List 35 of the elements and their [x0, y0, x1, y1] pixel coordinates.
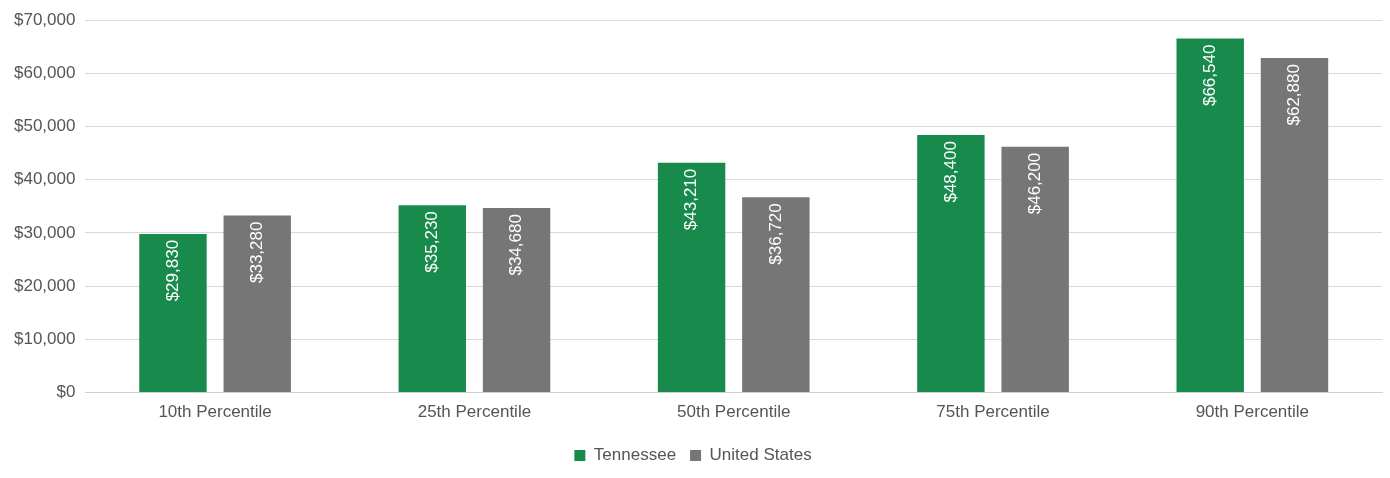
- y-tick-label: $60,000: [14, 63, 76, 83]
- data-label: $43,210: [681, 168, 701, 231]
- bar: [223, 215, 291, 393]
- data-label: $66,540: [1199, 44, 1219, 107]
- bar: [1001, 146, 1069, 393]
- bar: [482, 208, 551, 393]
- y-tick-label: $40,000: [14, 169, 76, 189]
- data-label: $33,280: [246, 221, 266, 283]
- x-tick-label: 10th Percentile: [158, 402, 272, 422]
- data-label: $48,400: [940, 141, 960, 203]
- bar: [917, 135, 985, 393]
- y-tick-label: $70,000: [14, 9, 76, 29]
- x-tick-label: 50th Percentile: [677, 402, 791, 422]
- legend-label: United States: [709, 445, 812, 465]
- legend-label: Tennessee: [593, 445, 677, 465]
- data-label: $36,720: [765, 203, 785, 265]
- y-tick-label: $0: [56, 382, 76, 402]
- x-tick-label: 90th Percentile: [1195, 402, 1310, 422]
- bar: [1260, 58, 1329, 393]
- x-tick-label: 75th Percentile: [936, 402, 1050, 422]
- data-label: $29,830: [162, 239, 182, 302]
- y-tick-label: $20,000: [14, 275, 76, 295]
- x-tick-label: 25th Percentile: [417, 402, 532, 422]
- bar: [139, 233, 207, 393]
- y-tick-label: $50,000: [14, 116, 76, 136]
- y-tick-label: $10,000: [14, 329, 76, 349]
- bar: [1176, 38, 1244, 393]
- data-label: $46,200: [1024, 152, 1044, 215]
- bar: [398, 205, 466, 393]
- data-label: $62,880: [1284, 64, 1304, 126]
- bar: [742, 197, 810, 393]
- y-tick-label: $30,000: [14, 222, 76, 242]
- bar: [657, 162, 726, 393]
- data-label: $34,680: [506, 214, 526, 276]
- data-label: $35,230: [421, 211, 441, 273]
